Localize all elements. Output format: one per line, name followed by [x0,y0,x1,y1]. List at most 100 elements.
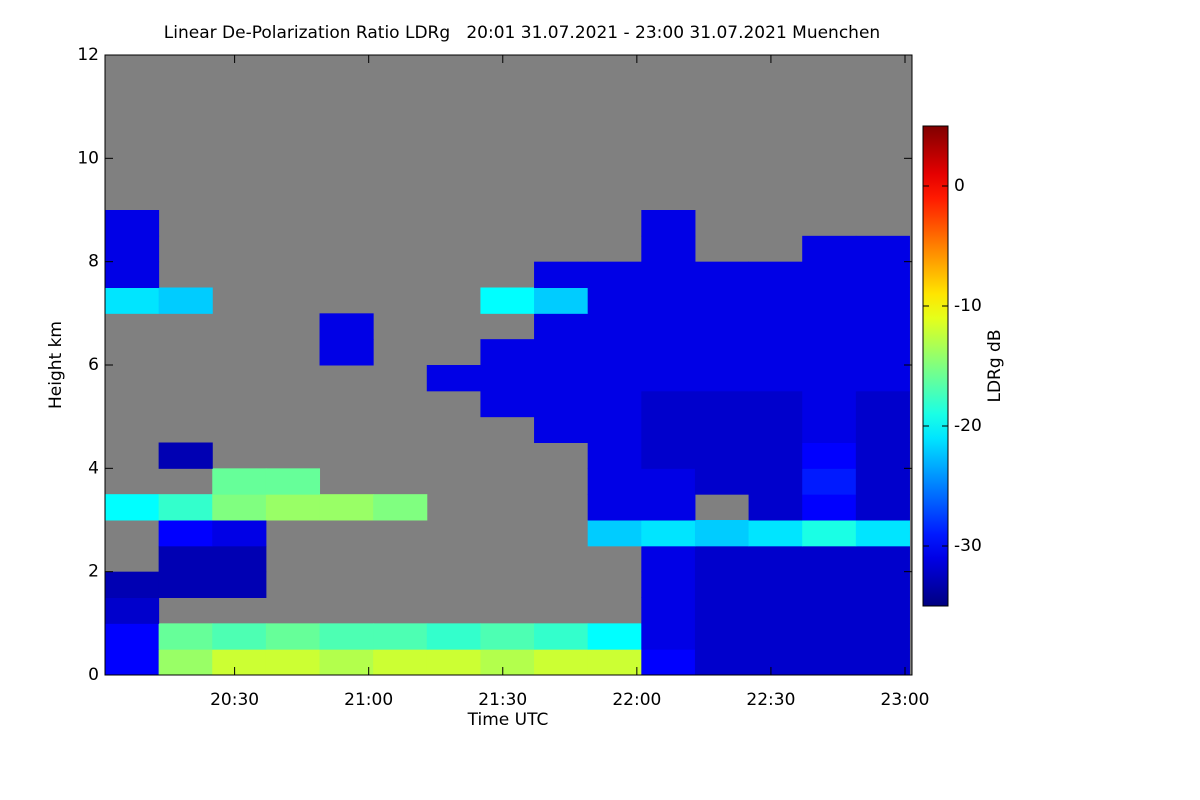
x-axis-label: Time UTC [467,710,549,730]
heatmap-cell [855,365,910,392]
heatmap-cell [748,339,803,366]
y-axis-label: Height km [46,321,66,409]
heatmap-cell [105,623,160,650]
colorbar-label: LDRg dB [985,329,1005,402]
heatmap-cell [587,468,642,495]
heatmap-cell [802,287,857,314]
heatmap-cell [855,597,910,624]
heatmap-cell [855,313,910,340]
heatmap-cell [105,649,160,676]
heatmap-cell [265,494,321,521]
heatmap-cell [534,649,589,676]
y-tick-label: 6 [88,355,99,375]
heatmap-cell [748,287,803,314]
heatmap-cell [694,339,750,366]
heatmap-cell [748,365,803,392]
heatmap-cell [855,571,910,598]
heatmap-cell [855,623,910,650]
heatmap-cell [802,597,857,624]
heatmap-cell [855,235,910,263]
x-tick-label: 22:30 [746,690,795,710]
heatmap-cell [641,261,696,288]
x-tick-label: 23:00 [881,690,930,710]
colorbar [922,125,949,607]
heatmap-cell [694,571,750,598]
heatmap-cell [641,597,696,624]
heatmap-cell [694,597,750,624]
heatmap-cell [855,468,910,495]
heatmap-cell [802,390,857,418]
heatmap-cell [158,494,213,521]
y-tick-label: 12 [77,45,99,65]
heatmap-cell [587,313,642,340]
heatmap-cell [641,390,696,418]
heatmap-cell [748,261,803,288]
heatmap-cell [105,210,160,237]
heatmap-cell [426,649,481,676]
heatmap-cell [694,649,750,676]
heatmap-cell [534,261,589,288]
heatmap-cell [587,287,642,314]
heatmap-cell [641,235,696,263]
heatmap-cell [748,442,803,469]
heatmap-cell [748,494,803,521]
heatmap-cell [641,571,696,598]
heatmap-cell [641,416,696,443]
heatmap-cell [802,649,857,676]
heatmap-cell [534,623,589,650]
heatmap-cell [319,649,374,676]
heatmap-cell [587,623,642,650]
heatmap-cell [694,545,750,573]
x-tick-label: 22:00 [612,690,661,710]
heatmap-cell [641,520,696,547]
heatmap-cell [587,520,642,547]
heatmap-cell [748,416,803,443]
colorbar-tick-label: -30 [954,536,982,556]
x-tick-label: 21:30 [478,690,527,710]
heatmap-cell [641,210,696,237]
heatmap-cell [694,623,750,650]
heatmap-cell [105,287,160,314]
heatmap-cell [855,494,910,521]
chart-title: Linear De-Polarization Ratio LDRg 20:01 … [164,23,880,43]
heatmap-cell [641,649,696,676]
plot-area [105,55,912,676]
heatmap-cell [265,623,321,650]
heatmap-cell [694,365,750,392]
heatmap-cell [855,339,910,366]
x-tick-label: 21:00 [344,690,393,710]
heatmap-cell [158,520,213,547]
heatmap-cell [855,520,910,547]
colorbar-tick-label: -10 [954,296,982,316]
heatmap-cell [802,442,857,469]
heatmap-cell [373,649,428,676]
heatmap-cell [319,313,374,340]
heatmap-cell [158,649,213,676]
heatmap-cell [748,649,803,676]
heatmap-cell [802,416,857,443]
heatmap-cell [802,623,857,650]
heatmap-cell [158,623,213,650]
heatmap-cell [426,365,481,392]
heatmap-cell [748,571,803,598]
heatmap-cell [534,287,589,314]
heatmap-cell [319,494,374,521]
heatmap-cell [158,287,213,314]
heatmap-cell [748,313,803,340]
heatmap-cell [748,623,803,650]
heatmap-cell [641,339,696,366]
heatmap-cell [802,235,857,263]
heatmap-cell [587,649,642,676]
heatmap-cell [855,545,910,573]
heatmap-cell [105,494,160,521]
heatmap-cell [480,339,535,366]
x-tick-label: 20:30 [210,690,259,710]
heatmap-cell [748,597,803,624]
y-tick-label: 2 [88,562,99,582]
heatmap-cell [802,520,857,547]
y-tick-label: 8 [88,252,99,272]
heatmap-cell [534,365,589,392]
heatmap-cell [802,571,857,598]
y-tick-label: 0 [88,665,99,685]
